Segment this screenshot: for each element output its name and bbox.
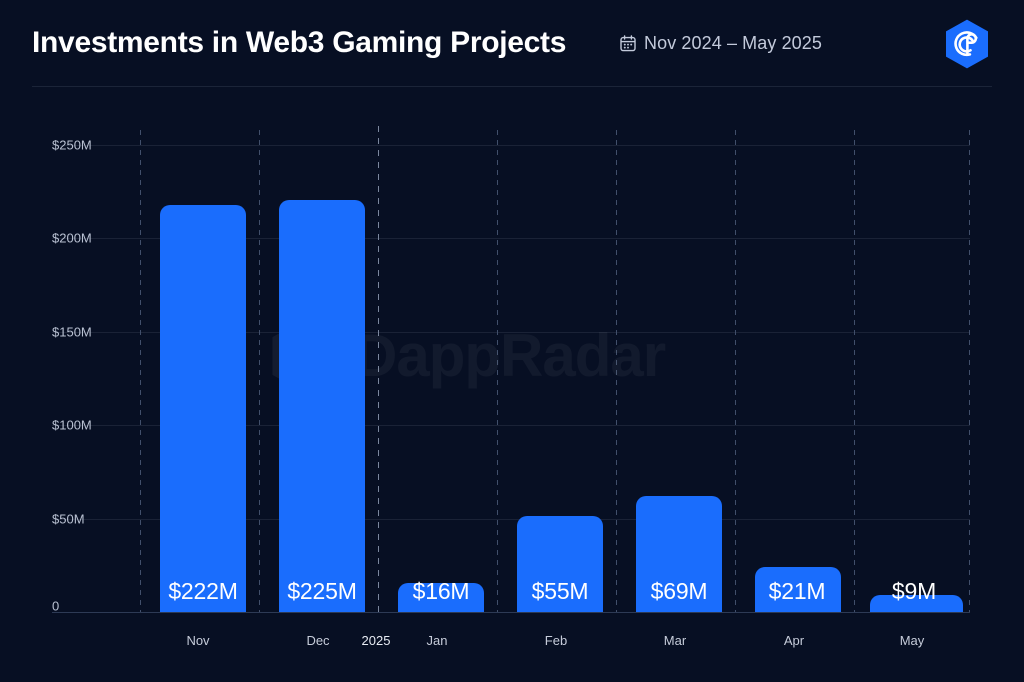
bar-value-may: $9M bbox=[891, 578, 937, 604]
ytick-label-250: $250M bbox=[52, 137, 92, 153]
bar-mar[interactable] bbox=[636, 496, 722, 612]
xtick-label-feb: Feb bbox=[544, 633, 568, 648]
ytick-label-50: $50M bbox=[52, 511, 85, 527]
page-title: Investments in Web3 Gaming Projects bbox=[32, 26, 567, 59]
bar-value-apr: $21M bbox=[768, 578, 826, 604]
vgrid-6 bbox=[854, 130, 855, 612]
ytick-label-100: $100M bbox=[52, 417, 92, 433]
header-divider bbox=[32, 86, 992, 87]
bar-value-mar: $69M bbox=[650, 578, 708, 604]
dappradar-logo bbox=[943, 18, 991, 70]
bar-value-dec: $225M bbox=[287, 578, 357, 604]
watermark-text: DappRadar bbox=[354, 326, 666, 386]
bar-dec[interactable] bbox=[279, 200, 365, 612]
bar-value-feb: $55M bbox=[531, 578, 589, 604]
bar-value-nov: $222M bbox=[168, 578, 238, 604]
xtick-label-jan: Jan bbox=[426, 633, 448, 648]
bar-may[interactable] bbox=[870, 595, 963, 612]
gridline-150 bbox=[52, 332, 970, 333]
xtick-label-dec: Dec bbox=[306, 633, 330, 648]
date-range: Nov 2024 – May 2025 bbox=[620, 33, 822, 54]
bar-apr[interactable] bbox=[755, 567, 841, 612]
vgrid-1 bbox=[140, 130, 141, 612]
gridline-100 bbox=[52, 425, 970, 426]
bar-feb[interactable] bbox=[517, 516, 603, 612]
vgrid-3 bbox=[497, 130, 498, 612]
ytick-label-150: $150M bbox=[52, 324, 92, 340]
header: Investments in Web3 Gaming Projects Nov … bbox=[0, 0, 1024, 87]
vgrid-year-2025 bbox=[378, 126, 379, 612]
gridline-50 bbox=[52, 519, 970, 520]
gridline-200 bbox=[52, 238, 970, 239]
gridline-250 bbox=[52, 145, 970, 146]
xtick-label-nov: Nov bbox=[186, 633, 210, 648]
bar-nov[interactable] bbox=[160, 205, 246, 612]
vgrid-7 bbox=[969, 130, 970, 612]
xtick-label-year-2025: 2025 bbox=[361, 633, 391, 648]
bar-value-jan: $16M bbox=[412, 578, 470, 604]
bar-jan[interactable] bbox=[398, 583, 484, 612]
vgrid-5 bbox=[735, 130, 736, 612]
vgrid-2 bbox=[259, 130, 260, 612]
xtick-label-mar: Mar bbox=[663, 633, 687, 648]
xtick-label-apr: Apr bbox=[783, 633, 805, 648]
ytick-label-200: $200M bbox=[52, 230, 92, 246]
date-range-label: Nov 2024 – May 2025 bbox=[644, 33, 823, 53]
vgrid-4 bbox=[616, 130, 617, 612]
calendar-icon bbox=[620, 35, 636, 52]
axis-baseline bbox=[52, 612, 970, 613]
ytick-label-0: 0 bbox=[52, 598, 60, 614]
xtick-label-may: May bbox=[899, 633, 925, 648]
